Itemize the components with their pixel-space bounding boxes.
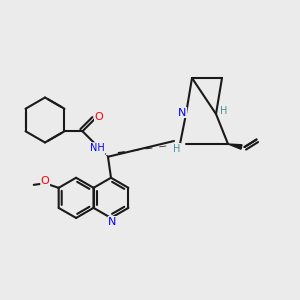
Text: N: N (108, 217, 117, 226)
Text: H: H (220, 106, 227, 116)
Text: N: N (178, 107, 187, 118)
Text: H: H (173, 143, 181, 154)
Text: O: O (94, 112, 103, 122)
Polygon shape (174, 144, 180, 151)
Text: O: O (41, 176, 50, 186)
Polygon shape (228, 144, 242, 149)
Text: NH: NH (90, 143, 105, 153)
